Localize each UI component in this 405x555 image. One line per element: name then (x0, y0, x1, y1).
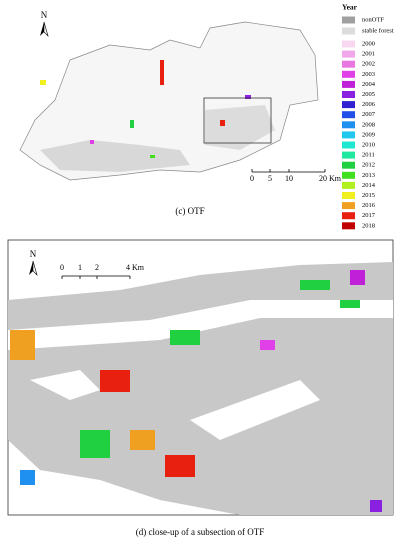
north-arrow-c: N (40, 10, 49, 38)
legend-swatch (342, 171, 355, 179)
legend-label: 2007 (362, 111, 376, 118)
legend-label: 2017 (362, 212, 376, 219)
legend-swatch (342, 60, 355, 68)
legend-label: 2003 (362, 71, 375, 78)
legend-swatch (342, 70, 355, 78)
legend-swatch (342, 101, 355, 109)
legend-swatch (342, 181, 355, 189)
legend-label: 2016 (362, 202, 376, 209)
legend-label: 2001 (362, 51, 375, 58)
legend-swatch (342, 80, 355, 88)
legend-swatch (342, 202, 355, 210)
legend-label: 2013 (362, 172, 375, 179)
legend-swatch (342, 27, 355, 35)
map-c (19, 21, 319, 181)
north-label: N (41, 10, 48, 20)
legend-label: 2002 (362, 61, 375, 68)
legend-label: 2018 (362, 222, 375, 229)
legend-swatch (342, 192, 355, 199)
legend-swatch (342, 212, 355, 220)
scale-label: 1 (78, 263, 82, 272)
legend-swatch (342, 50, 355, 58)
scale-bar-c (251, 169, 326, 173)
legend-swatch (342, 121, 355, 129)
legend-swatch (342, 141, 355, 149)
north-arrow-d: N (29, 249, 38, 277)
scale-label: 20 Km (319, 174, 342, 183)
map-d (7, 239, 394, 516)
legend-label: nonOTF (362, 16, 384, 23)
legend-label: 2012 (362, 162, 375, 169)
legend-title: Year (342, 3, 358, 12)
legend-label: 2011 (362, 152, 375, 159)
scale-label: 10 (285, 174, 293, 183)
north-label: N (30, 249, 37, 259)
legend-label: 2015 (362, 192, 375, 199)
scale-label: 4 Km (126, 263, 145, 272)
legend-label: 2009 (362, 131, 375, 138)
legend-label: 2000 (362, 40, 375, 47)
scale-label: 0 (60, 263, 64, 272)
legend-label: 2005 (362, 91, 375, 98)
scale-label: 0 (250, 174, 254, 183)
legend-label: stable forest (362, 27, 394, 34)
legend-swatch (342, 111, 355, 119)
legend-label: 2008 (362, 121, 375, 128)
legend-swatch (342, 16, 355, 24)
scale-label: 5 (268, 174, 272, 183)
legend-swatch (342, 40, 355, 48)
legend-swatch (342, 151, 355, 159)
scale-bar-d (61, 275, 131, 279)
scale-label: 2 (95, 263, 99, 272)
caption: (c) OTF (175, 206, 204, 216)
legend-label: 2004 (362, 81, 376, 88)
caption: (d) close-up of a subsection of OTF (136, 527, 264, 537)
legend-label: 2014 (362, 182, 376, 189)
legend-swatch (342, 222, 355, 230)
legend-swatch (342, 91, 355, 98)
legend-label: 2010 (362, 141, 375, 148)
legend-swatch (342, 131, 355, 139)
legend-label: 2006 (362, 101, 376, 108)
legend-swatch (342, 161, 355, 169)
